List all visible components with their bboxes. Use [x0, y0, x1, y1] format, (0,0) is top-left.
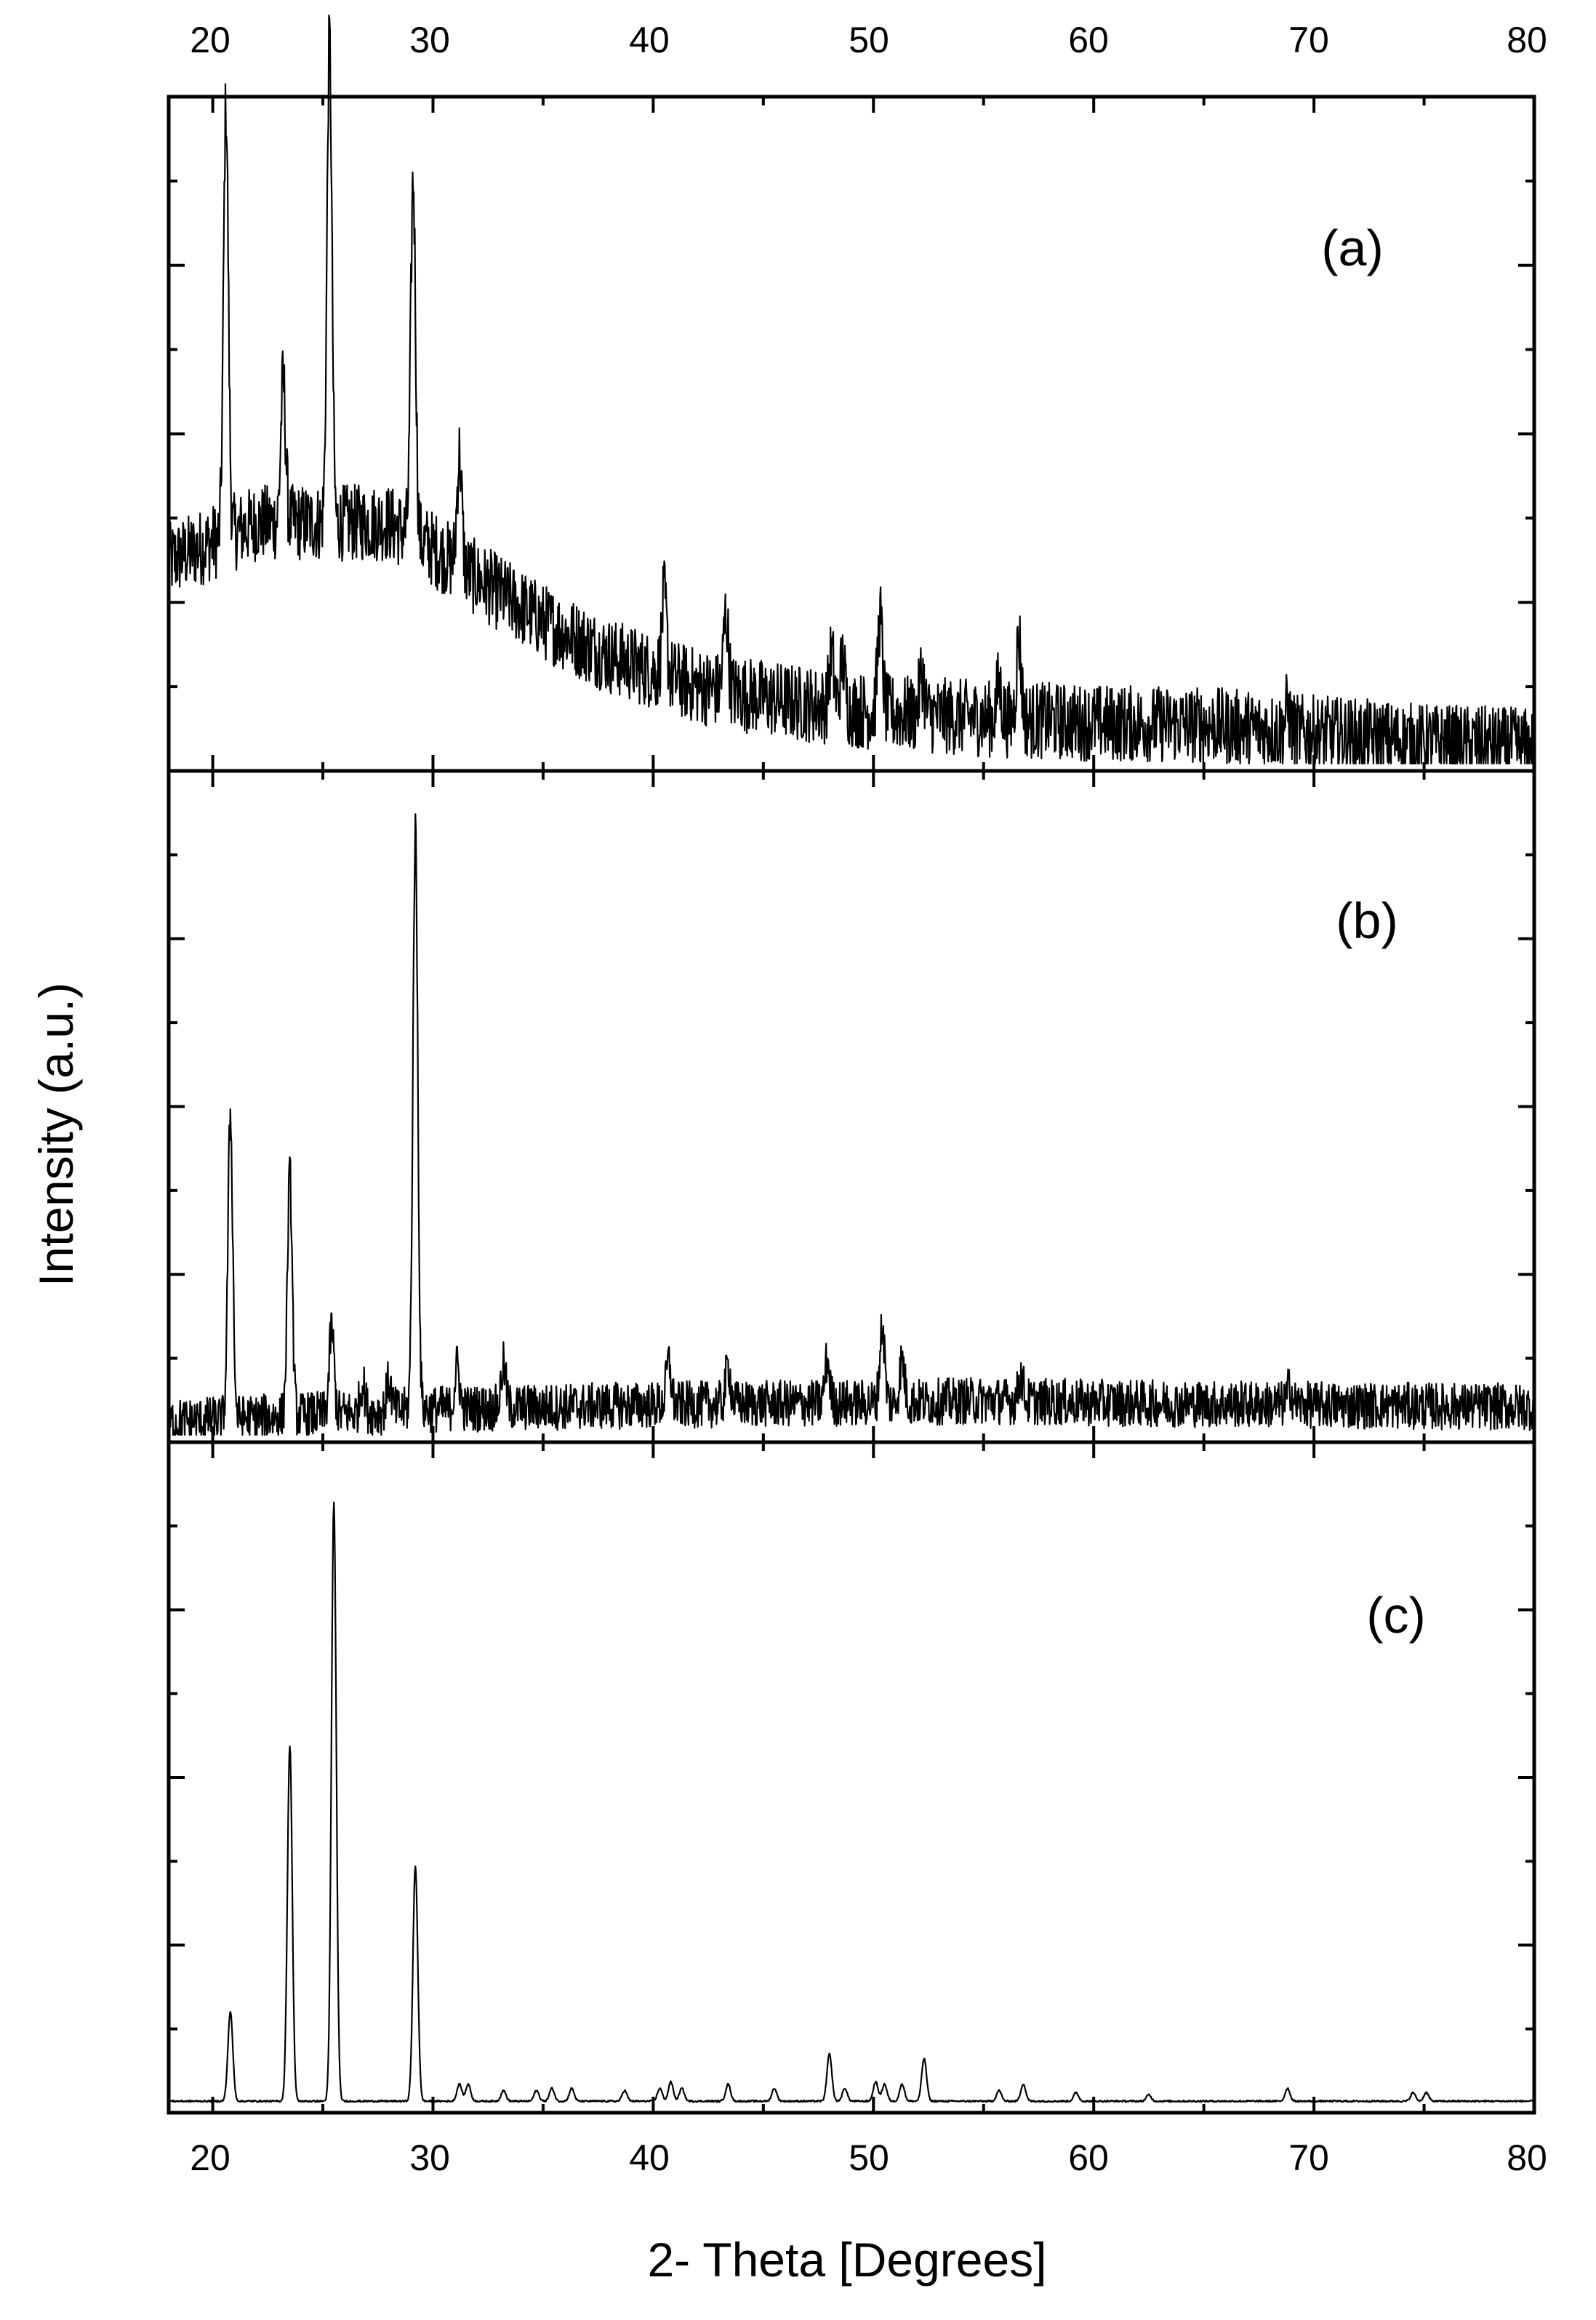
panel-frame	[167, 1440, 1536, 2115]
top-x-tick-label: 30	[409, 20, 450, 60]
top-x-tick-label: 40	[629, 20, 670, 60]
bottom-x-tick-label: 20	[190, 2137, 230, 2178]
bottom-x-tick-label: 80	[1507, 2137, 1547, 2178]
bottom-x-tick-label: 30	[409, 2137, 450, 2178]
panel-a: (a)	[167, 15, 1536, 773]
xrd-trace	[167, 813, 1536, 1436]
panel-frame	[167, 95, 1536, 773]
top-x-tick-label: 70	[1288, 20, 1329, 60]
bottom-x-tick-label: 40	[629, 2137, 670, 2178]
top-x-tick-label: 80	[1507, 20, 1547, 60]
bottom-x-tick-labels: 20 30 40 50 60 70 80	[190, 2137, 1547, 2178]
y-axis-title: Intensity (a.u.)	[29, 983, 83, 1287]
xrd-trace	[168, 1501, 1535, 2103]
top-x-tick-label: 60	[1068, 20, 1109, 60]
panel-label-b: (b)	[1336, 892, 1398, 949]
top-x-tick-labels: 20 30 40 50 60 70 80	[190, 20, 1547, 60]
x-axis-title: 2- Theta [Degrees]	[647, 2233, 1046, 2287]
top-x-tick-label: 50	[849, 20, 889, 60]
panel-c: (c)	[167, 1440, 1536, 2115]
xrd-trace	[167, 15, 1536, 765]
bottom-x-tick-label: 50	[849, 2137, 889, 2178]
panel-b: (b)	[167, 769, 1536, 1444]
top-x-tick-label: 20	[190, 20, 230, 60]
panel-label-c: (c)	[1366, 1587, 1426, 1644]
panel-frame	[167, 769, 1536, 1444]
bottom-x-tick-label: 70	[1288, 2137, 1329, 2178]
panel-label-a: (a)	[1321, 220, 1384, 276]
bottom-x-tick-label: 60	[1068, 2137, 1109, 2178]
